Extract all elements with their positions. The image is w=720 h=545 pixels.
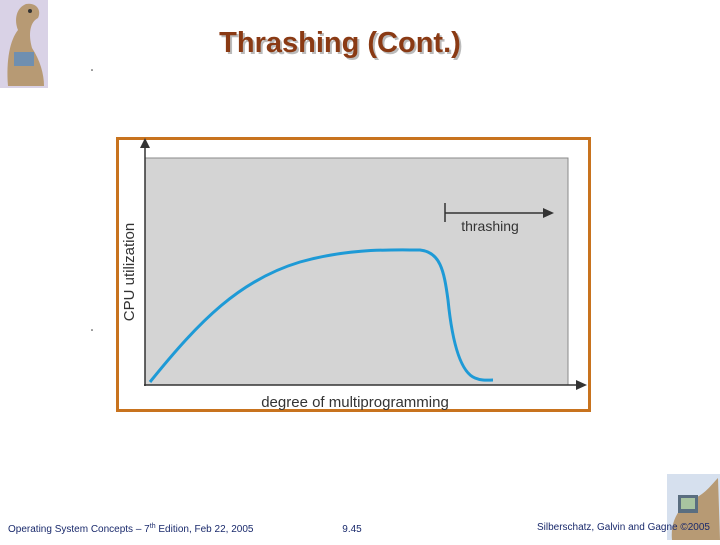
footer-text: Operating System Concepts – 7 bbox=[8, 524, 150, 535]
footer-superscript: th bbox=[150, 523, 156, 530]
dot bbox=[91, 69, 93, 71]
footer-text: Edition, Feb 22, 2005 bbox=[156, 524, 254, 535]
page-number: 9.45 bbox=[342, 524, 362, 535]
plot-area bbox=[144, 157, 569, 386]
thrashing-arrowhead bbox=[543, 208, 554, 218]
figure: thrashing CPU utilization degree of mult… bbox=[116, 137, 591, 412]
slide-title: Thrashing (Cont.) bbox=[219, 27, 461, 59]
x-axis-label: degree of multiprogramming bbox=[261, 394, 449, 411]
title-shadow: Thrashing (Cont.) bbox=[221, 29, 463, 61]
utilization-curve bbox=[148, 248, 494, 383]
y-axis-arrow bbox=[140, 138, 150, 148]
footer-left: Operating System Concepts – 7th Edition,… bbox=[8, 523, 254, 535]
thrashing-label: thrashing bbox=[461, 218, 519, 234]
logo-top-left bbox=[0, 0, 48, 88]
y-axis-label: CPU utilization bbox=[121, 223, 138, 321]
x-axis-arrow bbox=[576, 380, 587, 390]
dot bbox=[91, 329, 93, 331]
footer-right: Silberschatz, Galvin and Gagne ©2005 bbox=[537, 522, 710, 533]
logo-bottom-right bbox=[667, 474, 720, 540]
